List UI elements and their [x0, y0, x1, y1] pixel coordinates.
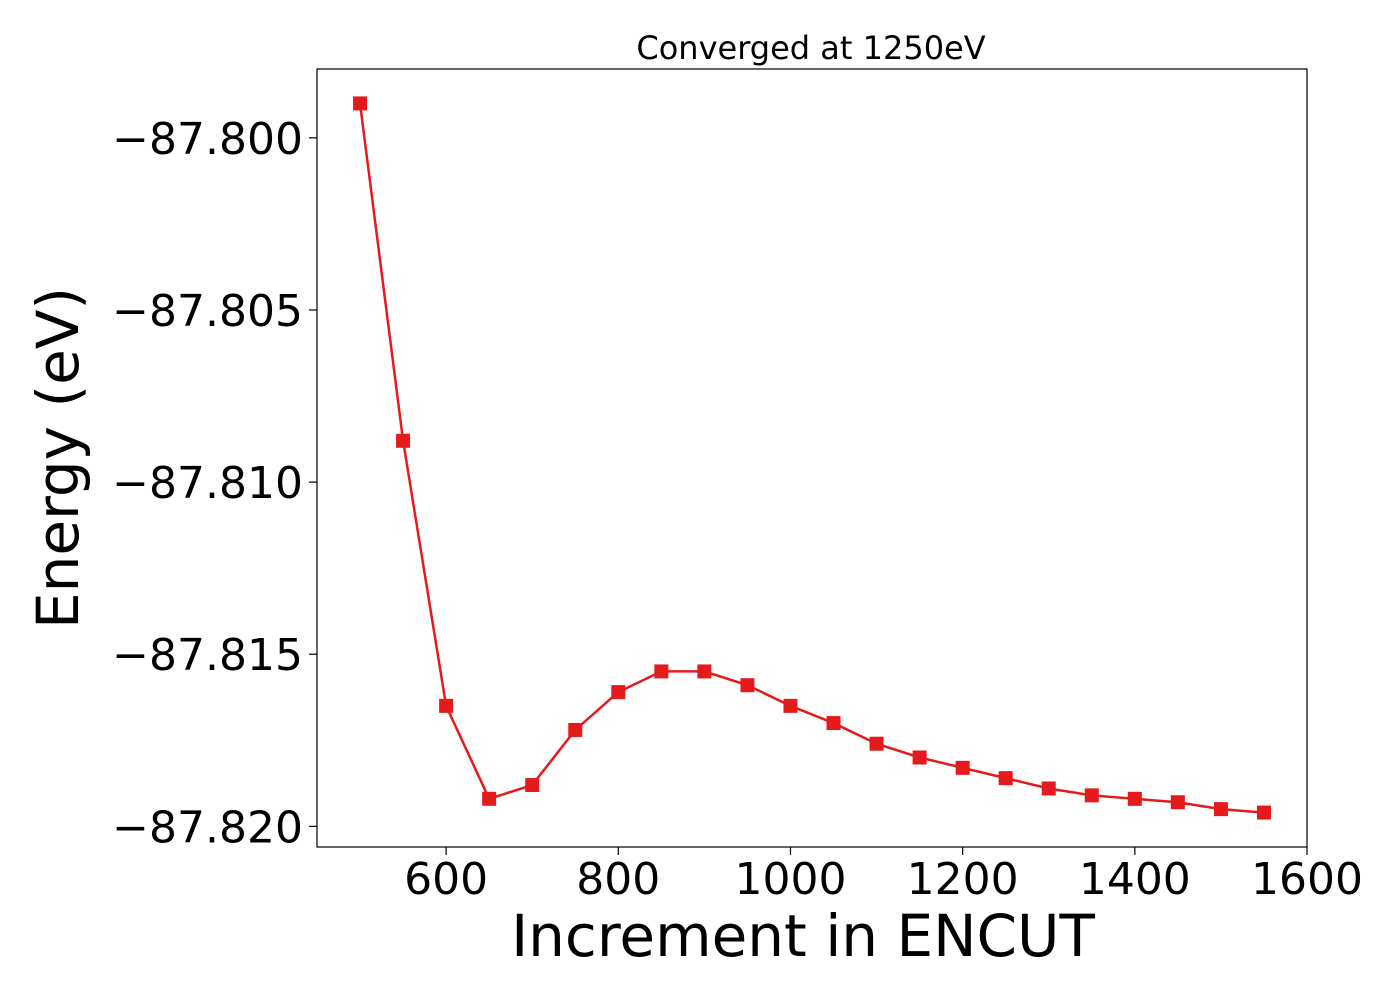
data-point-marker [697, 664, 712, 679]
data-point-marker [955, 760, 970, 775]
data-point-marker [396, 433, 411, 448]
y-tick-label: −87.805 [112, 286, 303, 337]
data-point-marker [1213, 802, 1228, 817]
x-tick-label: 600 [404, 854, 488, 905]
data-point-marker [1256, 805, 1271, 820]
data-point-marker [353, 96, 368, 111]
y-tick-label: −87.820 [112, 802, 303, 853]
series-line [358, 103, 1265, 814]
data-point-marker [1084, 788, 1099, 803]
data-point-marker [1170, 795, 1185, 810]
data-point-marker [482, 791, 497, 806]
x-axis: 600 800 1000 1200 1400 1600 [404, 847, 1363, 905]
chart-title: Converged at 1250eV [636, 29, 985, 67]
data-point-marker [740, 678, 755, 693]
y-tick-label: −87.800 [112, 114, 303, 165]
data-point-marker [1127, 791, 1142, 806]
x-tick-label: 1200 [907, 854, 1019, 905]
data-point-marker [869, 736, 884, 751]
series-layer [353, 96, 1271, 820]
x-tick-label: 1000 [734, 854, 846, 905]
plot-area: 600 800 1000 1200 1400 1600 −87.800−87.805−87… [112, 68, 1363, 905]
data-point-marker [654, 664, 669, 679]
data-point-marker [826, 716, 841, 731]
x-tick-label: 1600 [1251, 854, 1363, 905]
x-tick-label: 1400 [1079, 854, 1191, 905]
y-axis: −87.800 −87.805 −87.810 −87.815 −87.820 [112, 114, 317, 853]
data-point-marker [611, 685, 626, 700]
data-point-marker [998, 771, 1013, 786]
x-axis-label: Increment in ENCUT [511, 902, 1095, 970]
y-tick-label: −87.810 [112, 458, 303, 509]
y-tick-label: −87.815 [112, 630, 303, 681]
data-point-marker [912, 750, 927, 765]
data-point-marker [568, 722, 583, 737]
x-tick-label: 800 [576, 854, 660, 905]
y-axis-label: Energy (eV) [24, 287, 92, 629]
data-point-marker [525, 778, 540, 793]
data-point-marker [1041, 781, 1056, 796]
data-point-marker [783, 698, 798, 713]
data-point-marker [439, 698, 454, 713]
plot-frame [316, 68, 1308, 848]
